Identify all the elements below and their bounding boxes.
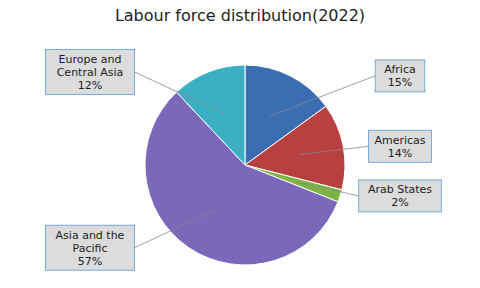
html-text:Labour force distribution(2022: Labour force distribution(2022) <box>114 6 366 25</box>
svg-text:Asia and thePacific57%: Asia and thePacific57% <box>56 228 125 267</box>
svg-text:Americas14%: Americas14% <box>374 133 425 159</box>
svg-text:Europe andCentral Asia12%: Europe andCentral Asia12% <box>57 53 124 92</box>
svg-text:Africa15%: Africa15% <box>384 63 415 89</box>
svg-text:Arab States2%: Arab States2% <box>368 183 432 209</box>
